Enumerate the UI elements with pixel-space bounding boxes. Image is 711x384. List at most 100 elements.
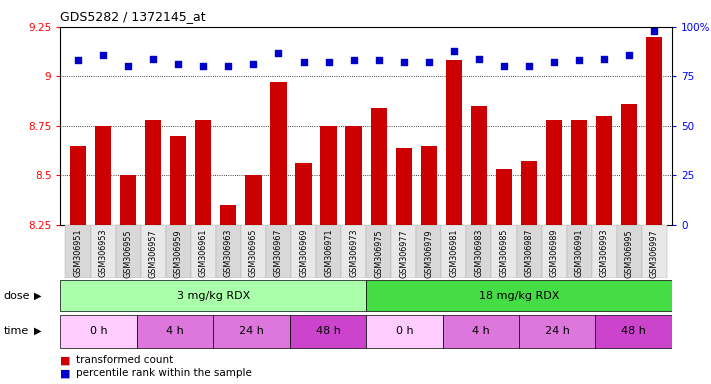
Point	[323, 60, 334, 66]
Bar	[366, 225, 391, 278]
Bar	[516, 225, 542, 278]
Text: 24 h: 24 h	[545, 326, 570, 336]
Bar	[471, 106, 487, 225]
Text: 24 h: 24 h	[239, 326, 264, 336]
Bar	[546, 120, 562, 225]
Text: GSM306995: GSM306995	[625, 229, 634, 278]
Point	[599, 55, 610, 61]
Text: GSM306975: GSM306975	[374, 229, 383, 278]
Bar	[416, 225, 442, 278]
Text: GSM306951: GSM306951	[73, 229, 82, 278]
Text: ▶: ▶	[34, 326, 42, 336]
Bar	[213, 315, 290, 348]
Bar	[592, 225, 616, 278]
Text: ■: ■	[60, 355, 71, 365]
Bar	[366, 315, 442, 348]
Bar	[596, 116, 612, 225]
Text: dose: dose	[4, 291, 30, 301]
Text: GSM306977: GSM306977	[400, 229, 408, 278]
Text: time: time	[4, 326, 29, 336]
Text: GSM306959: GSM306959	[173, 229, 183, 278]
Bar	[491, 225, 516, 278]
Point	[73, 58, 84, 64]
Bar	[95, 126, 111, 225]
Bar	[616, 225, 642, 278]
Bar	[442, 225, 466, 278]
Bar	[346, 126, 362, 225]
Bar	[90, 225, 116, 278]
Bar	[446, 61, 462, 225]
Bar	[290, 315, 366, 348]
Text: GSM306963: GSM306963	[224, 229, 232, 277]
Bar	[291, 225, 316, 278]
Bar	[216, 225, 241, 278]
Text: 18 mg/kg RDX: 18 mg/kg RDX	[479, 291, 560, 301]
Text: GSM306967: GSM306967	[274, 229, 283, 278]
Text: GSM306985: GSM306985	[500, 229, 508, 278]
Bar	[395, 147, 412, 225]
Text: 0 h: 0 h	[395, 326, 413, 336]
Point	[398, 60, 410, 66]
Text: GSM306997: GSM306997	[650, 229, 659, 278]
Point	[373, 58, 385, 64]
Bar	[496, 169, 512, 225]
Text: GSM306991: GSM306991	[574, 229, 584, 278]
Text: GSM306973: GSM306973	[349, 229, 358, 278]
Bar	[542, 225, 567, 278]
Text: GSM306989: GSM306989	[550, 229, 559, 278]
Bar	[366, 280, 672, 311]
Bar	[191, 225, 216, 278]
Bar	[245, 175, 262, 225]
Bar	[120, 175, 137, 225]
Bar	[166, 225, 191, 278]
Bar	[341, 225, 366, 278]
Bar	[141, 225, 166, 278]
Text: GSM306979: GSM306979	[424, 229, 433, 278]
Point	[247, 61, 259, 68]
Text: GSM306953: GSM306953	[99, 229, 107, 278]
Text: ▶: ▶	[34, 291, 42, 301]
Point	[198, 63, 209, 70]
Bar	[295, 163, 311, 225]
Bar	[316, 225, 341, 278]
Text: transformed count: transformed count	[76, 355, 173, 365]
Point	[448, 48, 459, 54]
Text: ■: ■	[60, 368, 71, 378]
Text: 3 mg/kg RDX: 3 mg/kg RDX	[176, 291, 250, 301]
Point	[122, 63, 134, 70]
Text: GSM306981: GSM306981	[449, 229, 459, 277]
Point	[423, 60, 434, 66]
Bar	[519, 315, 596, 348]
Point	[648, 28, 660, 34]
Text: GSM306957: GSM306957	[149, 229, 158, 278]
Point	[273, 50, 284, 56]
Bar	[567, 225, 592, 278]
Bar	[466, 225, 491, 278]
Bar	[646, 37, 663, 225]
Point	[574, 58, 585, 64]
Text: 0 h: 0 h	[90, 326, 107, 336]
Bar	[220, 205, 237, 225]
Text: GSM306983: GSM306983	[474, 229, 483, 277]
Point	[147, 55, 159, 61]
Text: GDS5282 / 1372145_at: GDS5282 / 1372145_at	[60, 10, 206, 23]
Bar	[195, 120, 211, 225]
Text: GSM306961: GSM306961	[199, 229, 208, 277]
Bar	[70, 146, 86, 225]
Bar	[65, 225, 90, 278]
Bar	[170, 136, 186, 225]
Bar	[241, 225, 266, 278]
Bar	[145, 120, 161, 225]
Text: GSM306971: GSM306971	[324, 229, 333, 278]
Bar	[270, 82, 287, 225]
Text: 48 h: 48 h	[316, 326, 341, 336]
Text: GSM306955: GSM306955	[124, 229, 132, 278]
Text: percentile rank within the sample: percentile rank within the sample	[76, 368, 252, 378]
Point	[474, 55, 485, 61]
Bar	[621, 104, 638, 225]
Point	[548, 60, 560, 66]
Text: GSM306965: GSM306965	[249, 229, 258, 278]
Bar	[60, 315, 137, 348]
Point	[97, 51, 109, 58]
Bar	[266, 225, 291, 278]
